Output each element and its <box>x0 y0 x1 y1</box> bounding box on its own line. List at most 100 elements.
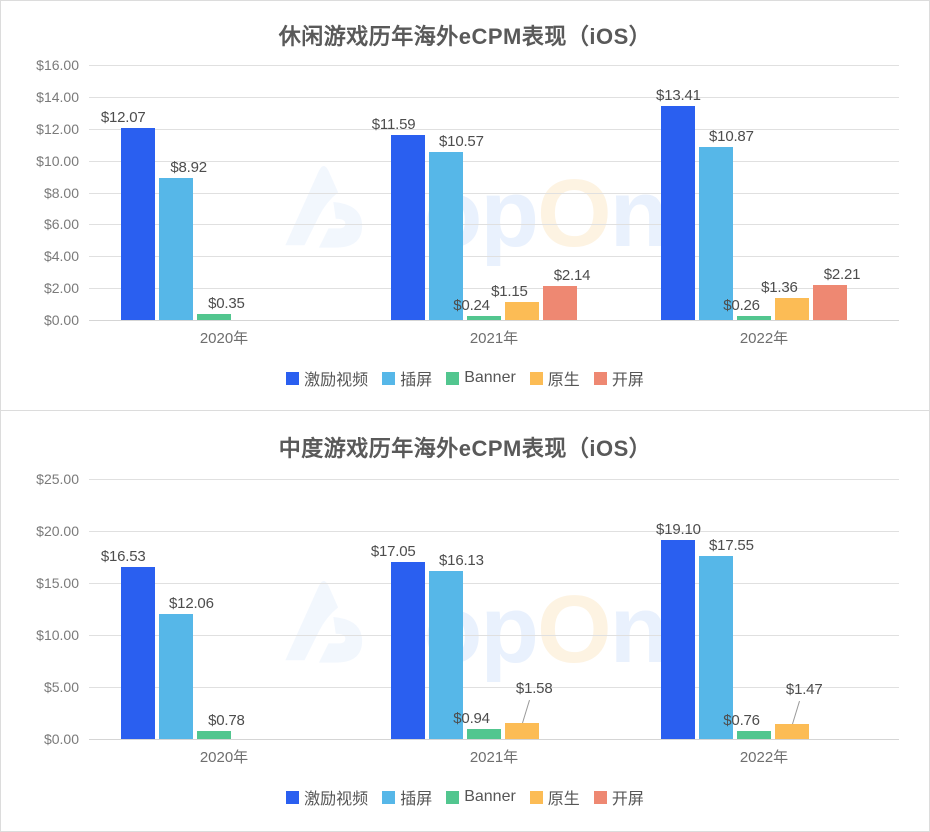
bar-banner[interactable]: $0.24 <box>453 297 501 320</box>
bar-value-label: $1.15 <box>491 282 528 300</box>
bar-native[interactable]: $1.15 <box>491 283 539 320</box>
legend-swatch-icon <box>593 371 607 385</box>
x-axis-labels-casual: 2020年 2021年 2022年 <box>89 327 899 348</box>
label-leader-line <box>791 700 800 724</box>
bar-banner[interactable]: $0.78 <box>196 712 245 739</box>
bar-interstitial[interactable]: $12.06 <box>159 595 214 739</box>
bar-value-label: $0.24 <box>453 297 490 315</box>
bar-value-label: $17.55 <box>709 537 754 555</box>
legend-item-splash[interactable]: 开屏 <box>593 785 644 809</box>
legend-swatch-icon <box>593 790 607 804</box>
bar-rewarded-video[interactable]: $11.59 <box>372 116 426 320</box>
ytick: $15.00 <box>36 575 79 591</box>
legend-swatch-icon <box>286 371 300 385</box>
bar-value-label: $12.06 <box>169 594 214 612</box>
x-label-2021: 2021年 <box>469 330 519 347</box>
ytick: $6.00 <box>43 216 79 233</box>
bar-groups-casual: $12.07 $8.92 $0.35 $11.59 $10.57 <box>89 65 899 320</box>
bar-rewarded-video[interactable]: $19.10 <box>656 521 701 739</box>
legend-item-banner[interactable]: Banner <box>446 369 516 387</box>
bar-group-2020: $16.53 $12.06 $0.78 <box>89 479 359 739</box>
bar-native[interactable]: $1.58 <box>504 680 553 739</box>
bar-interstitial[interactable]: $16.13 <box>429 552 484 739</box>
legend-label: 开屏 <box>611 791 644 808</box>
bar-native[interactable]: $1.36 <box>761 279 809 320</box>
bar-value-label: $13.41 <box>656 87 701 105</box>
x-label-2020: 2020年 <box>199 749 249 766</box>
bar-value-label: $11.59 <box>371 116 416 134</box>
plot-casual: $16.00 $14.00 $12.00 $10.00 $8.00 $6.00 … <box>36 57 899 328</box>
bar-value-label: $12.07 <box>100 108 146 126</box>
plot-area-casual: $16.00 $14.00 $12.00 $10.00 $8.00 $6.00 … <box>1 57 929 390</box>
legend-item-native[interactable]: 原生 <box>529 785 580 809</box>
legend-item-rewarded-video[interactable]: 激励视频 <box>286 366 368 390</box>
bar-value-label: $0.35 <box>208 295 245 313</box>
bar-rewarded-video[interactable]: $17.05 <box>371 543 426 739</box>
legend-item-interstitial[interactable]: 插屏 <box>382 366 432 390</box>
legend-item-splash[interactable]: 开屏 <box>593 366 644 390</box>
ytick: $16.00 <box>36 57 79 73</box>
ytick: $5.00 <box>43 679 79 695</box>
bar-group-2021: $17.05 $16.13 $0.94 $1.58 <box>359 479 629 739</box>
bar-value-label: $17.05 <box>370 542 416 560</box>
ytick: $4.00 <box>43 248 79 265</box>
bar-value-label: $0.76 <box>723 712 760 730</box>
bar-splash[interactable]: $2.21 <box>812 266 860 320</box>
legend-swatch-icon <box>382 371 396 385</box>
bar-native[interactable]: $1.47 <box>774 681 823 739</box>
bar-banner[interactable]: $0.94 <box>453 710 501 739</box>
bar-interstitial[interactable]: $10.57 <box>429 133 484 320</box>
ytick: $8.00 <box>43 184 79 201</box>
legend-label: 原生 <box>547 372 580 389</box>
bar-rewarded-video[interactable]: $12.07 <box>101 109 156 320</box>
legend-label: 开屏 <box>611 372 644 389</box>
legend-swatch-icon <box>382 790 396 804</box>
legend-label: 激励视频 <box>304 791 369 808</box>
bar-interstitial[interactable]: $8.92 <box>159 159 207 320</box>
bar-value-label: $8.92 <box>170 158 207 176</box>
legend-swatch-icon <box>446 371 460 385</box>
x-label-2021: 2021年 <box>469 749 519 766</box>
ytick: $10.00 <box>36 152 79 169</box>
bar-value-label: $1.36 <box>761 279 798 297</box>
legend-item-rewarded-video[interactable]: 激励视频 <box>286 785 368 809</box>
bar-value-label: $10.57 <box>439 132 484 150</box>
bar-rewarded-video[interactable]: $16.53 <box>101 548 156 739</box>
legend-item-interstitial[interactable]: 插屏 <box>382 785 432 809</box>
x-label-2020: 2020年 <box>199 330 249 347</box>
bar-rewarded-video[interactable]: $13.41 <box>656 87 701 320</box>
bar-banner[interactable]: $0.35 <box>196 295 245 320</box>
ytick: $2.00 <box>43 280 79 297</box>
chart-title-midcore: 中度游戏历年海外eCPM表现（iOS） <box>278 436 652 461</box>
ytick: $12.00 <box>36 120 79 137</box>
legend-swatch-icon <box>529 790 543 804</box>
ytick: $20.00 <box>36 523 79 539</box>
legend-item-native[interactable]: 原生 <box>529 366 580 390</box>
bar-interstitial[interactable]: $17.55 <box>699 537 754 739</box>
bar-splash[interactable]: $2.14 <box>542 267 590 320</box>
bar-value-label: $1.58 <box>515 679 553 697</box>
x-label-2022: 2022年 <box>739 749 789 766</box>
bar-value-label: $1.47 <box>785 680 823 698</box>
bar-group-2021: $11.59 $10.57 $0.24 $1.15 $2.14 <box>359 65 629 320</box>
legend-label: Banner <box>464 369 516 386</box>
bar-value-label: $16.53 <box>100 548 146 566</box>
legend-label: 插屏 <box>400 372 433 389</box>
legend-swatch-icon <box>286 790 300 804</box>
bar-banner[interactable]: $0.76 <box>723 712 771 739</box>
legend-item-banner[interactable]: Banner <box>446 788 516 806</box>
legend-label: 插屏 <box>400 791 433 808</box>
bar-banner[interactable]: $0.26 <box>723 297 771 320</box>
bar-value-label: $0.26 <box>723 296 760 314</box>
bar-value-label: $0.94 <box>453 710 490 728</box>
bar-value-label: $2.21 <box>823 265 861 283</box>
bar-interstitial[interactable]: $10.87 <box>699 128 754 320</box>
plot-midcore: $25.00 $20.00 $15.00 $10.00 $5.00 $0.00 … <box>36 471 899 747</box>
legend-label: Banner <box>464 788 516 805</box>
plot-area-midcore: $25.00 $20.00 $15.00 $10.00 $5.00 $0.00 … <box>1 471 929 809</box>
bar-group-2022: $13.41 $10.87 $0.26 $1.36 $2.21 <box>629 65 899 320</box>
bar-groups-midcore: $16.53 $12.06 $0.78 $17.05 $16.1 <box>89 479 899 739</box>
chart-title-casual: 休闲游戏历年海外eCPM表现（iOS） <box>278 24 652 49</box>
ytick: $0.00 <box>43 731 79 747</box>
